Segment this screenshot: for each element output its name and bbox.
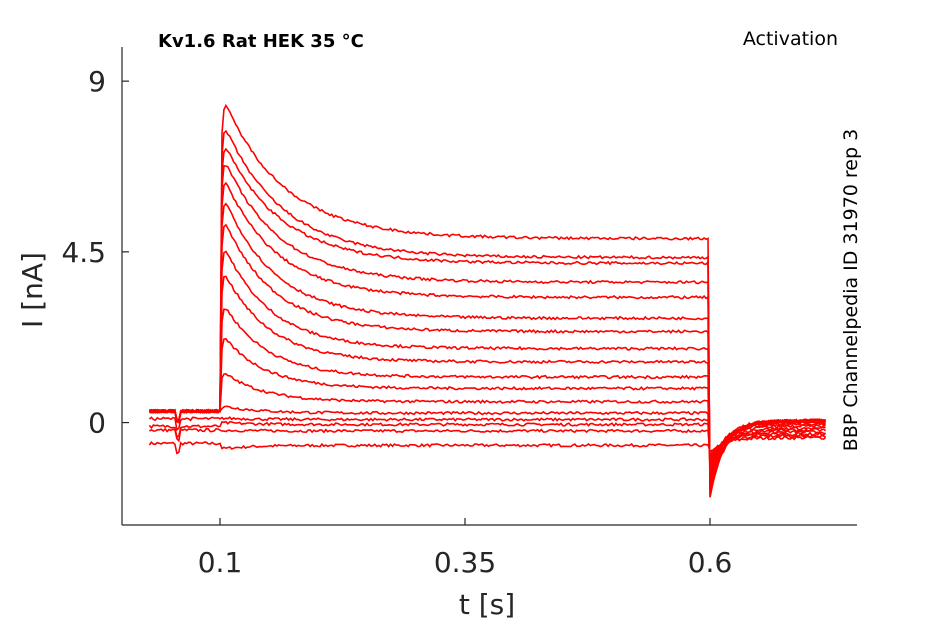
current-trace xyxy=(148,129,826,495)
current-trace xyxy=(149,165,827,486)
traces xyxy=(148,103,827,498)
current-trace xyxy=(149,405,827,461)
chart-title-left: Kv1.6 Rat HEK 35 °C xyxy=(158,31,364,52)
current-trace xyxy=(149,202,826,480)
y-tick-label: 0 xyxy=(88,407,106,440)
y-tick-label: 9 xyxy=(88,65,106,98)
chart-title-right: Activation xyxy=(743,28,838,50)
side-note: BBP Channelpedia ID 31970 rep 3 xyxy=(840,129,862,451)
current-trace xyxy=(149,427,826,457)
current-trace xyxy=(148,308,826,470)
y-tick-label: 4.5 xyxy=(61,236,106,269)
current-trace xyxy=(148,275,826,468)
x-tick-label: 0.6 xyxy=(688,546,733,579)
y-axis-title: I [nA] xyxy=(16,252,49,328)
x-tick-label: 0.35 xyxy=(434,546,496,579)
x-tick-label: 0.1 xyxy=(198,546,243,579)
current-trace xyxy=(149,181,826,482)
axes: 0.1 0.35 0.6 0 4.5 9 xyxy=(61,47,857,579)
current-trace xyxy=(148,103,826,498)
x-axis-title: t [s] xyxy=(459,588,515,621)
